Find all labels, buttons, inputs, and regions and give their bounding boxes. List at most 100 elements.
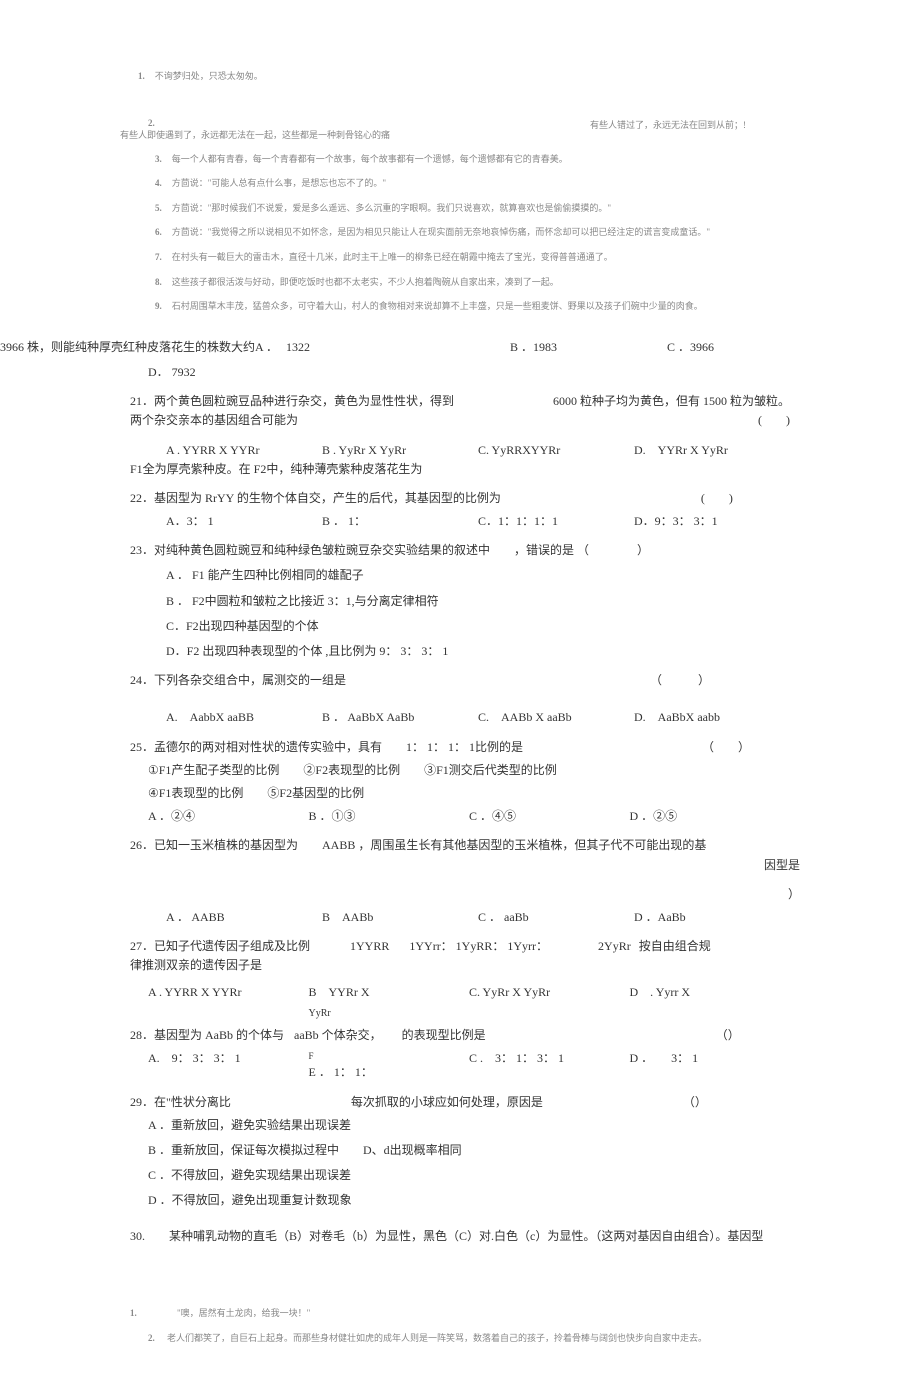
quote-num: 9. [155,301,162,311]
question-27: 27．已知子代遗传因子组成及比例 1YYRR 1YYrr： 1YyRR： 1Yy… [130,937,790,1022]
quote-2b: 有些人错过了，永远无法在回到从前；! [590,118,790,141]
q20-opt-a-val: 1322 [286,338,310,357]
q25-paren: （ ） [702,738,750,757]
q29-opt-a: A ．重新放回，避免实验结果出现误差 [148,1116,790,1135]
quote-num: 6. [155,227,162,237]
question-content: 3966 株，则能纯种厚壳红种皮落花生的株数大约A ． 1322 B ．1983… [130,338,790,1246]
q24-stem: 24．下列各杂交组合中，属测交的一组是 [130,671,346,690]
q23-opt-c: C．F2出现四种基因型的个体 [166,617,790,636]
q27-b-line1: B YYRr X [309,985,370,999]
q28-opt-e: F E ． 1： 1： [309,1049,470,1083]
q25-stem: 25．孟德尔的两对相对性状的遗传实验中，具有 1： 1： 1： 1比例的是 [130,738,523,757]
q22-opt-d: D．9：3： 3：1 [634,512,790,531]
q26-opt-b: B AABb [322,908,478,927]
q26-stem: 26．已知一玉米植株的基因型为 AABB ，周围虽生长有其他基因型的玉米植株，但… [130,836,790,855]
q26-stem2: 因型是 [130,856,800,875]
quote-2a-text: 有些人即使遇到了，永远都无法在一起，这些都是一种刺骨铭心的痛 [120,128,590,141]
question-29: 29．在"性状分离比 每次抓取的小球应如何处理，原因是 （） A ．重新放回，避… [130,1093,790,1211]
q21-stem2: 6000 粒种子均为黄色，但有 1500 粒为皱粒。 [553,392,790,411]
quote-num: 5. [155,203,162,213]
q30-stem: 30. 某种哺乳动物的直毛（B）对卷毛（b）为显性，黑色（C）对.白色（c）为显… [130,1227,790,1246]
q24-opt-b: B ． AaBbX AaBb [322,708,478,727]
quote-num: 3. [155,154,162,164]
footer-quote-2: 2. 老人们都笑了，自巨石上起身。而那些身材健壮如虎的成年人则是一阵笑骂，数落着… [148,1331,790,1344]
q26-opt-a: A ． AABB [166,908,322,927]
quote-text: 方茴说："我觉得之所以说相见不如怀念，是因为相见只能让人在现实面前无奈地哀悼伤痛… [172,227,710,237]
q23-opt-b: B ． F2中圆粒和皱粒之比接近 3：1,与分离定律相符 [166,592,790,611]
question-28: 28．基因型为 AaBb 的个体与 aaBb 个体杂交， 的表现型比例是 （） … [130,1026,790,1083]
q28-stem3: 的表现型比例是 [402,1026,486,1045]
q21-opt-b: B . YyRr X YyRr [322,441,478,460]
q28-e-text: E ． 1： 1： [309,1065,373,1079]
q22-opt-a: A．3： 1 [166,512,322,531]
q26-paren: ） [130,885,800,904]
footer-quote-1: 1. "噢，居然有土龙肉，给我一块！" [130,1306,790,1319]
q28-paren: （） [716,1026,740,1045]
quote-text: 这些孩子都很活泼与好动，即便吃饭时也都不太老实，不少人抱着陶碗从自家出来，凑到了… [172,277,559,287]
q20-opt-b: B ．1983 [510,338,557,357]
q21-stem3: 两个杂交亲本的基因组合可能为 [130,411,298,430]
quote-text: 每一个人都有青春，每一个青春都有一个故事，每个故事都有一个遗憾，每个遗憾都有它的… [172,154,568,164]
header-quote-1: 1.不询梦归处，只恐太匆匆。 [138,70,790,83]
quote-num: 1. [130,1308,137,1318]
q24-opt-d: D. AaBbX aabb [634,708,790,727]
q24-opt-c: C. AABb X aaBb [478,708,634,727]
quote-text: 在村头有一截巨大的雷击木，直径十几米，此时主干上唯一的柳条已经在朝霞中掩去了宝光… [172,252,613,262]
header-quote-7: 7. 在村头有一截巨大的雷击木，直径十几米，此时主干上唯一的柳条已经在朝霞中掩去了… [155,251,790,264]
header-quote-4: 4.方茴说："可能人总有点什么事，是想忘也忘不了的。" [155,177,790,190]
question-30: 30. 某种哺乳动物的直毛（B）对卷毛（b）为显性，黑色（C）对.白色（c）为显… [130,1227,790,1246]
header-quote-5: 5. 方茴说："那时候我们不说爱，爱是多么遥远、多么沉重的字眼啊。我们只说喜欢，就… [155,202,790,215]
question-23: 23．对纯种黄色圆粒豌豆和纯种绿色皱粒豌豆杂交实验结果的叙述中 ，错误的是 （ … [130,541,790,661]
q25-opt-a: A ．②④ [148,807,309,826]
quote-num: 2. [148,1333,155,1343]
quote-num: 1. [138,71,145,81]
question-21: 21．两个黄色圆粒豌豆品种进行杂交，黄色为显性性状，得到 6000 粒种子均为黄… [130,392,790,479]
question-20: 3966 株，则能纯种厚壳红种皮落花生的株数大约A ． 1322 B ．1983… [130,338,790,382]
q20-opt-d: D． 7932 [148,363,790,382]
question-26: 26．已知一玉米植株的基因型为 AABB ，周围虽生长有其他基因型的玉米植株，但… [130,836,790,927]
header-quote-3: 3. 每一个人都有青春，每一个青春都有一个故事，每个故事都有一个遗憾，每个遗憾都有… [155,153,790,166]
q21-opt-c: C. YyRRXYYRr [478,441,634,460]
q27-stem1: 27．已知子代遗传因子组成及比例 [130,937,310,956]
q29-opt-b: B ．重新放回，保证每次模拟过程中 D、d出现概率相同 [148,1141,790,1160]
q22-opt-c: C．1：1：1：1 [478,512,634,531]
q29-paren: （） [683,1093,707,1112]
q27-stem2: 律推测双亲的遗传因子是 [130,956,790,975]
quote-num: 8. [155,277,162,287]
q20-opt-c: C ．3966 [667,338,714,357]
q21-paren: ( ) [758,411,790,430]
q29-stem1: 29．在"性状分离比 [130,1093,231,1112]
q29-stem2: 每次抓取的小球应如何处理，原因是 [351,1093,543,1112]
q28-e-mark: F [309,1049,470,1063]
quote-num: 2. [148,118,155,128]
q27-opt-a: A . YYRR X YYRr [148,983,309,1002]
q27-suffix: 按自由组合规 [639,937,711,956]
q25-sub2: ④F1表现型的比例 ⑤F2基因型的比例 [148,784,790,803]
q22-opt-b: B ． 1： [322,512,478,531]
q27-opt-d: D . Yyrr X [630,983,791,1002]
q24-paren: （ ） [650,671,710,690]
quote-num: 7. [155,252,162,262]
q27-b-line2: YyRr [309,1008,331,1019]
q25-opt-d: D ．②⑤ [630,807,791,826]
quote-text: 方茴说："那时候我们不说爱，爱是多么遥远、多么沉重的字眼啊。我们只说喜欢，就算喜… [172,203,611,213]
q26-opt-c: C ． aaBb [478,908,634,927]
header-quote-9: 9.石村周围草木丰茂，猛兽众多，可守着大山，村人的食物相对来说却算不上丰盛，只是… [155,300,790,313]
q28-stem1: 28．基因型为 AaBb 的个体与 [130,1026,284,1045]
q27-mid: 1YYRR [350,937,389,956]
q20-stem: 3966 株，则能纯种厚壳红种皮落花生的株数大约A ． [0,338,278,357]
q29-opt-d: D ．不得放回，避免出现重复计数现象 [148,1191,790,1210]
question-22: 22．基因型为 RrYY 的生物个体自交，产生的后代，其基因型的比例为 ( ) … [130,489,790,531]
q21-note: F1全为厚壳紫种皮。在 F2中，纯种薄壳紫种皮落花生为 [130,460,790,479]
q26-opt-d: D ．AaBb [634,908,790,927]
quote-2a: 2. 有些人即使遇到了，永远都无法在一起，这些都是一种刺骨铭心的痛 [130,118,590,141]
q22-paren: ( ) [701,489,733,508]
q29-opt-c: C ．不得放回，避免实现结果出现误差 [148,1166,790,1185]
quote-num: 4. [155,178,162,188]
q21-opt-a: A . YYRR X YYRr [166,441,322,460]
q23-stem: 23．对纯种黄色圆粒豌豆和纯种绿色皱粒豌豆杂交实验结果的叙述中 ，错误的是 （ … [130,541,790,560]
q27-opt-c: C. YyRr X YyRr [469,983,630,1002]
q28-opt-a: A. 9： 3： 3： 1 [148,1049,309,1083]
header-quote-8: 8. 这些孩子都很活泼与好动，即便吃饭时也都不太老实，不少人抱着陶碗从自家出来，凑… [155,276,790,289]
q28-opt-c: C . 3： 1： 3： 1 [469,1049,630,1083]
